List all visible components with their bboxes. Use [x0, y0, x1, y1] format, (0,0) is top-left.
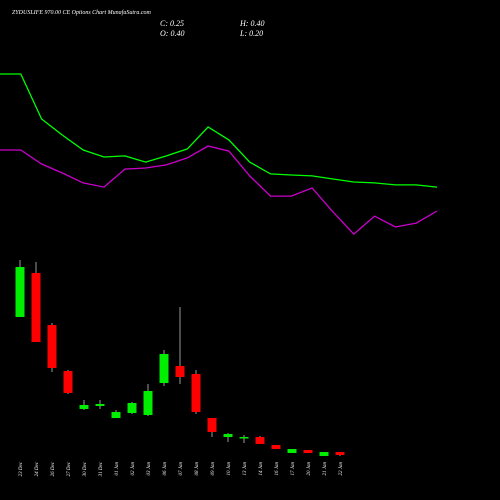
candle-body [335, 452, 345, 455]
x-tick-label: 01 Jan [115, 462, 120, 476]
candle-body [191, 374, 201, 412]
x-tick-label: 03 Jan [147, 462, 152, 476]
candle-body [319, 452, 329, 456]
open-stat: O: 0.40 [160, 29, 184, 38]
x-tick-label: 02 Jan [131, 462, 136, 476]
x-tick-label: 23 Dec [19, 461, 24, 476]
candle-body [143, 391, 153, 415]
candle-body [159, 354, 169, 383]
x-tick-label: 31 Dec [99, 461, 104, 476]
high-stat: H: 0.40 [239, 19, 264, 28]
x-tick-label: 06 Jan [163, 462, 168, 476]
x-tick-label: 24 Dec [35, 461, 40, 476]
x-tick-label: 10 Jan [227, 462, 232, 476]
x-tick-label: 14 Jan [259, 462, 264, 476]
candle-body [255, 437, 265, 444]
x-tick-label: 08 Jan [195, 462, 200, 476]
x-tick-label: 16 Jan [275, 462, 280, 476]
line-series [0, 145, 438, 236]
candle-body [79, 405, 89, 409]
x-tick-label: 07 Jan [179, 462, 184, 476]
x-tick-label: 30 Dec [83, 461, 88, 476]
candle-body [15, 267, 25, 317]
candle-body [287, 449, 297, 453]
candle-body [271, 445, 281, 449]
x-tick-label: 21 Jan [323, 462, 328, 476]
x-tick-label: 26 Dec [51, 461, 56, 476]
low-stat: L: 0.20 [239, 29, 263, 38]
candle-body [239, 437, 249, 439]
x-tick-label: 27 Dec [67, 461, 72, 476]
candle-body [95, 404, 105, 406]
x-tick-label: 22 Jan [339, 462, 344, 476]
candle-body [47, 325, 57, 368]
chart-title: ZYDUSLIFE 970.00 CE Options Chart Munafa… [12, 9, 152, 16]
candle-body [127, 403, 137, 413]
candle-body [31, 273, 41, 342]
x-tick-label: 09 Jan [211, 462, 216, 476]
x-tick-label: 17 Jan [291, 462, 296, 476]
x-tick-label: 13 Jan [243, 462, 248, 476]
candle-body [303, 450, 313, 453]
line-series [0, 73, 438, 188]
candle-body [223, 434, 233, 437]
candle-body [63, 371, 73, 393]
candle-body [207, 418, 217, 432]
close-stat: C: 0.25 [160, 19, 184, 28]
candle-body [111, 412, 121, 418]
candle-body [175, 366, 185, 377]
x-tick-label: 20 Jan [307, 462, 312, 476]
